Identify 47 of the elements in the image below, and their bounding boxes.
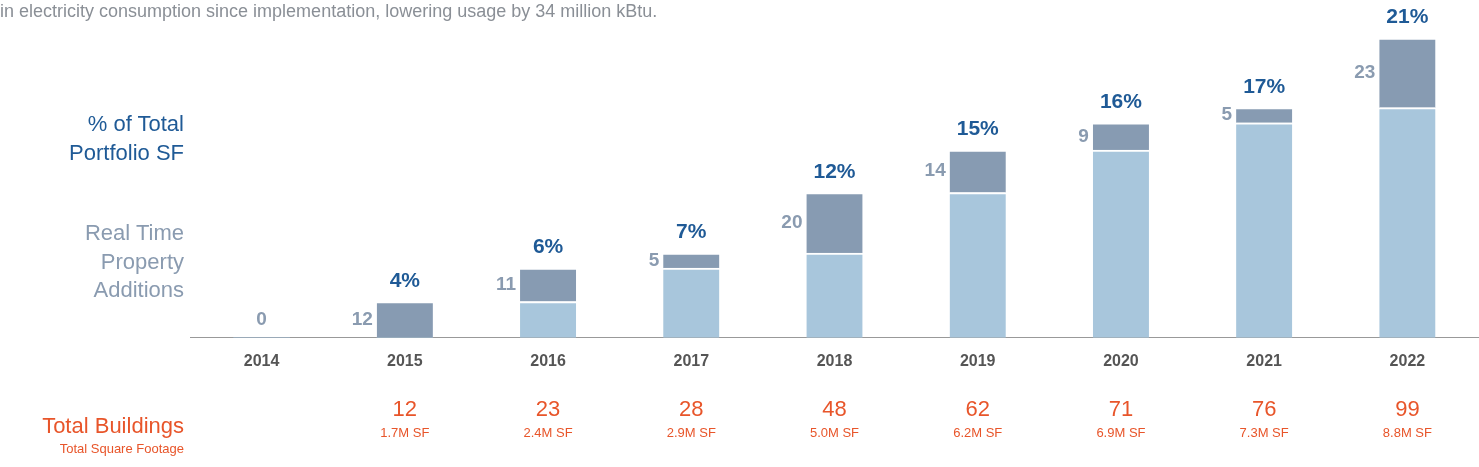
annotation: 7% — [676, 219, 707, 243]
text: % of Total Portfolio SF — [68, 110, 184, 167]
data-label: 12 — [392, 395, 418, 421]
total-label: 28 — [679, 395, 704, 421]
x-tick-label: 2017 — [673, 351, 710, 369]
text: Total Buildings — [41, 412, 184, 440]
text: 7.3M SF — [1239, 425, 1289, 441]
total-label: 48 — [822, 395, 847, 421]
total-label: 12 — [351, 307, 373, 329]
x-tick-label: 2015 — [387, 351, 423, 369]
total-label: 76 — [1251, 395, 1277, 421]
total-label: 23 — [535, 395, 561, 421]
total-label: 71 — [1108, 395, 1134, 421]
annotation: 16% — [1099, 89, 1143, 113]
text: 8.8M SF — [1382, 425, 1433, 441]
x-tick-label: 2014 — [243, 351, 280, 369]
text: 6.2M SF — [953, 425, 1003, 441]
x-tick-label: 2016 — [530, 351, 566, 369]
text: 6.9M SF — [1096, 425, 1146, 441]
text: in electricity consumption since implementation, lowering usage by 34 million kBtu. — [0, 0, 659, 23]
data-label: 14 — [924, 159, 947, 181]
text: 2.4M SF — [523, 425, 573, 441]
data-label: 9 — [1078, 124, 1089, 146]
x-tick-label: 2022 — [1389, 351, 1426, 369]
x-tick-label: 2020 — [1103, 351, 1139, 369]
text: Total Square Footage — [58, 441, 184, 458]
text: 5.0M SF — [809, 425, 860, 441]
annotation: 15% — [956, 116, 1000, 140]
annotation: 17% — [1243, 73, 1286, 97]
x-tick-label: 2018 — [816, 351, 853, 369]
annotation: 12% — [813, 158, 856, 182]
x-tick-label: 2021 — [1246, 351, 1283, 369]
annotation: 4% — [389, 267, 421, 291]
data-label: 23 — [1354, 61, 1376, 83]
data-label: 20 — [781, 210, 803, 232]
data-label: 5 — [1221, 103, 1233, 125]
text: 1.7M SF — [380, 425, 430, 441]
annotation: 21% — [1386, 4, 1429, 28]
text: 2.9M SF — [666, 425, 716, 441]
annotation: 6% — [532, 234, 564, 258]
data-label: 5 — [648, 248, 660, 270]
data-label: 11 — [495, 273, 517, 295]
text: Real Time Property Additions — [83, 219, 184, 305]
x-tick-label: 2019 — [959, 351, 996, 369]
data-label: 0 — [256, 308, 267, 330]
total-label: 99 — [1395, 395, 1420, 421]
total-label: 62 — [965, 395, 990, 421]
